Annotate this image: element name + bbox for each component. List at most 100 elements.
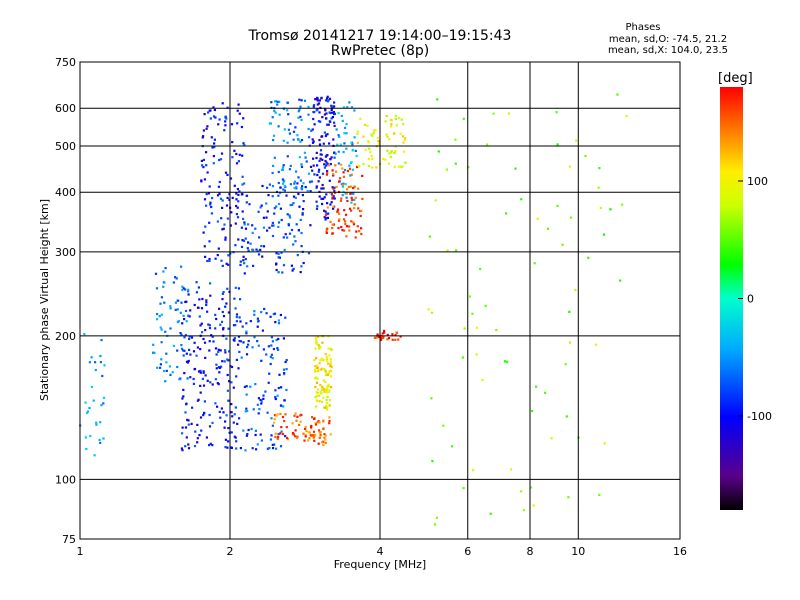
data-point [381,332,384,335]
data-point [314,370,317,373]
data-point [181,397,184,400]
y-tick-label: 600 [55,102,76,115]
data-point [199,384,202,387]
data-point [383,331,386,334]
data-point [348,164,351,167]
data-point [86,410,89,413]
data-point [208,444,211,447]
data-point [277,125,280,128]
data-point [332,173,335,176]
data-point [326,216,329,219]
data-point [311,416,314,419]
data-point [169,307,172,310]
data-point [198,298,201,301]
data-point [283,419,286,423]
data-point [330,385,333,389]
data-point [312,140,315,143]
data-point [323,113,326,116]
data-point [226,196,229,199]
data-point [152,343,155,346]
data-point [313,439,316,442]
data-point [252,249,255,252]
data-point [430,311,434,314]
data-point [221,199,224,202]
data-point [387,162,390,165]
data-point [159,302,162,305]
data-point [162,285,165,288]
data-point [332,187,335,190]
data-point [213,108,216,112]
data-point [315,200,318,203]
data-point [267,194,270,197]
y-tick-label: 75 [62,533,76,546]
data-point [262,216,265,219]
data-point [237,160,240,163]
data-point [255,448,258,451]
data-point [271,443,274,446]
data-point [343,126,347,129]
chart-subtitle: RwPretec (8p) [331,43,429,59]
data-point [376,333,379,336]
data-point [506,360,509,363]
data-point [427,308,430,311]
data-point [212,340,215,343]
data-point [278,113,281,116]
data-point [164,330,167,333]
data-point [221,298,224,301]
data-point [243,272,246,275]
data-point [93,454,96,457]
data-point [296,182,299,185]
data-point [399,165,403,168]
data-point [362,162,365,166]
data-point [199,369,202,372]
data-point [304,156,307,159]
y-tick-label: 400 [55,186,76,199]
data-point [326,171,329,174]
data-point [274,396,277,399]
data-point [328,164,331,167]
data-point [347,185,350,188]
data-point [221,228,224,231]
data-point [361,174,364,177]
data-point [388,138,391,141]
data-point [345,123,348,126]
data-point [160,358,163,361]
data-point [271,357,274,360]
data-point [260,204,263,207]
data-point [203,113,206,116]
data-point [359,214,362,218]
data-point [223,426,226,429]
data-point [266,447,269,450]
data-point [222,291,225,294]
data-point [325,217,328,220]
data-point [336,143,339,146]
data-point [329,220,332,223]
data-point [156,366,159,369]
data-point [303,151,306,154]
data-point [489,512,492,515]
data-point [312,117,315,121]
data-point [273,312,277,315]
data-point [208,324,211,327]
data-point [298,108,301,111]
data-point [282,236,285,239]
data-point [285,388,288,392]
data-point [237,193,240,196]
data-point [345,225,349,228]
data-point [216,382,219,385]
data-point [321,202,324,206]
y-axis-label: Stationary phase Virtual Height [km] [38,199,51,401]
data-point [174,276,177,279]
data-point [289,183,292,186]
data-point [183,336,186,339]
data-point [346,106,349,109]
data-point [333,156,336,159]
data-point [492,112,495,115]
data-point [209,203,212,206]
data-point [325,371,328,374]
data-point [216,405,219,408]
data-point [254,227,257,230]
data-point [343,229,346,232]
data-point [281,178,284,181]
data-point [385,133,388,136]
